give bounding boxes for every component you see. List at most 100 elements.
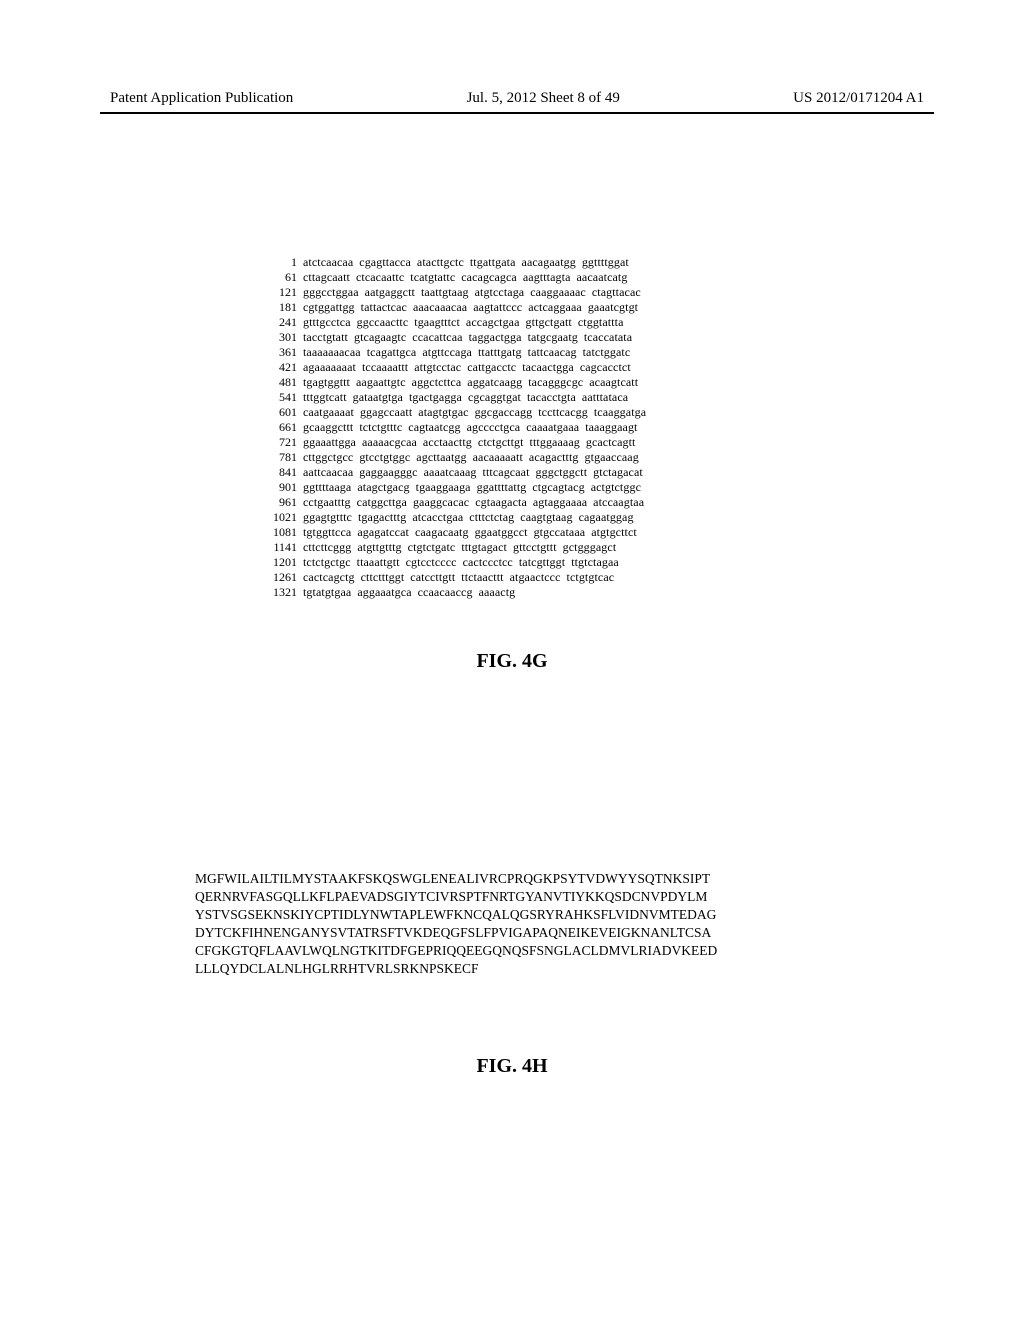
sequence-group: aagtattccc — [473, 300, 522, 315]
sequence-group: gcactcagtt — [586, 435, 636, 450]
sequence-group: tattactcac — [361, 300, 407, 315]
sequence-group: aaaaacgcaa — [362, 435, 417, 450]
sequence-group: tacagggcgc — [528, 375, 583, 390]
sequence-group: agtaggaaaa — [533, 495, 587, 510]
sequence-index: 481 — [255, 375, 303, 390]
header-rule — [100, 112, 934, 114]
sequence-group: actcaggaaa — [528, 300, 582, 315]
sequence-group: ttctaacttt — [461, 570, 503, 585]
sequence-group: cagcacctct — [580, 360, 631, 375]
sequence-index: 1021 — [255, 510, 303, 525]
sequence-group: ggccaacttc — [357, 315, 409, 330]
dna-sequence-row: 541tttggtcattgataatgtgatgactgaggacgcaggt… — [255, 390, 835, 405]
sequence-group: tacacctgta — [527, 390, 576, 405]
sequence-group: ccaacaaccg — [418, 585, 473, 600]
sequence-group: atacttgctc — [417, 255, 464, 270]
dna-sequence-row: 421agaaaaaaattccaaaatttattgtcctaccattgac… — [255, 360, 835, 375]
dna-sequence-row: 841aattcaacaagaggaagggcaaaatcaaagtttcagc… — [255, 465, 835, 480]
sequence-group: aattcaacaa — [303, 465, 353, 480]
sequence-index: 61 — [255, 270, 303, 285]
sequence-group: atgttccaga — [422, 345, 472, 360]
sequence-group: aacaaaaatt — [473, 450, 523, 465]
protein-sequence-line: CFGKGTQFLAAVLWQLNGTKITDFGEPRIQQEEGQNQSFS… — [195, 942, 855, 960]
sequence-index: 601 — [255, 405, 303, 420]
header-left: Patent Application Publication — [110, 90, 293, 107]
sequence-group: tacctgtatt — [303, 330, 348, 345]
sequence-group: agcttaatgg — [416, 450, 466, 465]
sequence-group: agagatccat — [357, 525, 409, 540]
figure-4h-label: FIG. 4H — [0, 1055, 1024, 1078]
sequence-group: ctagttacac — [592, 285, 641, 300]
sequence-group: cctgaatttg — [303, 495, 351, 510]
sequence-groups: gtttgcctcaggccaacttctgaagtttctaccagctgaa… — [303, 315, 624, 330]
sequence-group: ttgattgata — [470, 255, 516, 270]
sequence-groups: tgtatgtgaaaggaaatgcaccaacaaccgaaaactg — [303, 585, 527, 600]
sequence-group: gttgctgatt — [526, 315, 572, 330]
sequence-group: agaaaaaaat — [303, 360, 356, 375]
sequence-group: ggcgaccagg — [475, 405, 533, 420]
sequence-group: gaaggcacac — [413, 495, 469, 510]
sequence-groups: gcaaggcttttctctgtttccagtaatcggagcccctgca… — [303, 420, 638, 435]
sequence-index: 721 — [255, 435, 303, 450]
sequence-group: aacagaatgg — [522, 255, 576, 270]
sequence-group: aatgaggctt — [365, 285, 415, 300]
dna-sequence-row: 1021ggagtgtttctgagactttgatcacctgaactttct… — [255, 510, 835, 525]
protein-sequence-line: QERNRVFASGQLLKFLPAEVADSGIYTCIVRSPTFNRTGY… — [195, 888, 855, 906]
sequence-group: tgagtggttt — [303, 375, 350, 390]
sequence-group: taaaaaaacaa — [303, 345, 361, 360]
sequence-groups: cactcagctgcttctttggtcatccttgttttctaacttt… — [303, 570, 614, 585]
sequence-group: tctctgctgc — [303, 555, 351, 570]
sequence-group: atccaagtaa — [593, 495, 644, 510]
sequence-group: ccacattcaa — [412, 330, 462, 345]
dna-sequence-row: 781cttggctgccgtcctgtggcagcttaatggaacaaaa… — [255, 450, 835, 465]
sequence-index: 301 — [255, 330, 303, 345]
sequence-group: ctcacaattc — [356, 270, 404, 285]
sequence-group: tcagattgca — [367, 345, 417, 360]
sequence-group: cgtggattgg — [303, 300, 355, 315]
header-row: Patent Application Publication Jul. 5, 2… — [110, 90, 924, 107]
dna-sequence-row: 1atctcaacaacgagttaccaatacttgctcttgattgat… — [255, 255, 835, 270]
sequence-groups: gggcctggaaaatgaggctttaattgtaagatgtcctaga… — [303, 285, 641, 300]
sequence-group: aatttataca — [582, 390, 628, 405]
dna-sequence-row: 1321tgtatgtgaaaggaaatgcaccaacaaccgaaaact… — [255, 585, 835, 600]
sequence-group: gtcagaagtc — [354, 330, 406, 345]
sequence-group: cattgacctc — [467, 360, 516, 375]
sequence-group: tttcagcaat — [483, 465, 530, 480]
sequence-group: cgagttacca — [359, 255, 411, 270]
sequence-group: caaaatgaaa — [526, 420, 579, 435]
sequence-group: acaagtcatt — [589, 375, 638, 390]
sequence-index: 1261 — [255, 570, 303, 585]
sequence-group: actgtctggc — [591, 480, 641, 495]
sequence-group: tttggaaaag — [530, 435, 580, 450]
sequence-group: aggaaatgca — [357, 585, 411, 600]
sequence-group: cgtaagacta — [475, 495, 527, 510]
sequence-group: atctcaacaa — [303, 255, 353, 270]
dna-sequence-row: 901ggttttaagaatagctgacgtgaaggaagaggatttt… — [255, 480, 835, 495]
sequence-group: cttctttggt — [361, 570, 405, 585]
sequence-index: 241 — [255, 315, 303, 330]
sequence-group: gataatgtga — [353, 390, 403, 405]
dna-sequence-block: 1atctcaacaacgagttaccaatacttgctcttgattgat… — [255, 255, 835, 600]
sequence-group: aagtttagta — [523, 270, 571, 285]
sequence-group: cactccctcc — [463, 555, 513, 570]
sequence-index: 541 — [255, 390, 303, 405]
dna-sequence-row: 301tacctgtattgtcagaagtcccacattcaataggact… — [255, 330, 835, 345]
sequence-group: caatgaaaat — [303, 405, 354, 420]
sequence-group: atgtgcttct — [591, 525, 637, 540]
sequence-group: ctgcagtacg — [532, 480, 584, 495]
sequence-group: tttgtagact — [461, 540, 507, 555]
sequence-group: cagaatggag — [579, 510, 634, 525]
dna-sequence-row: 181cgtggattggtattactcacaaacaaacaaaagtatt… — [255, 300, 835, 315]
sequence-group: gtgccataaa — [534, 525, 586, 540]
sequence-group: gaaatcgtgt — [588, 300, 638, 315]
sequence-groups: tacctgtattgtcagaagtcccacattcaataggactgga… — [303, 330, 632, 345]
dna-sequence-row: 961cctgaatttgcatggcttgagaaggcacaccgtaaga… — [255, 495, 835, 510]
sequence-group: ctttctctag — [469, 510, 514, 525]
patent-page: Patent Application Publication Jul. 5, 2… — [0, 0, 1024, 1320]
sequence-group: tgactgagga — [409, 390, 462, 405]
sequence-group: tcaaggatga — [594, 405, 646, 420]
sequence-group: ttgtctagaa — [571, 555, 619, 570]
sequence-group: tcatgtattc — [410, 270, 455, 285]
sequence-group: atgttgtttg — [357, 540, 401, 555]
sequence-group: caaggaaaac — [530, 285, 586, 300]
